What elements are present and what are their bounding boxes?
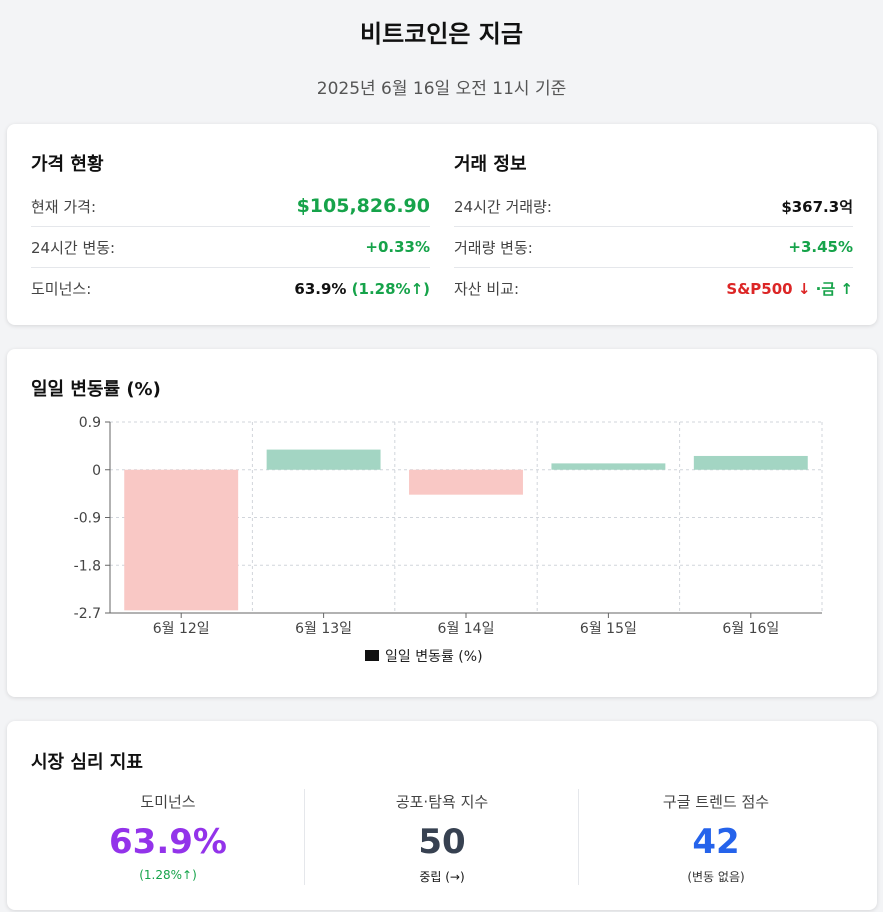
sp500-label: S&P500 (726, 280, 793, 298)
legend-swatch (365, 650, 379, 661)
y-tick-label: -0.9 (74, 511, 101, 527)
volume-24h-label: 24시간 거래량: (454, 197, 552, 216)
bar-4 (551, 463, 666, 470)
page-title: 비트코인은 지금 (360, 20, 523, 48)
metric-google-trends-label: 구글 트렌드 점수 (662, 793, 770, 811)
metric-fear-greed: 공포·탐욕 지수 50 중립 (→) (305, 791, 579, 885)
metric-google-trends: 구글 트렌드 점수 42 (변동 없음) (579, 791, 853, 885)
y-tick-label: -1.8 (74, 558, 101, 574)
metric-divider (578, 789, 579, 885)
bar-5 (693, 455, 808, 470)
volume-24h-value: $367.3억 (781, 197, 853, 216)
bar-1 (124, 469, 239, 611)
sentiment-title: 시장 심리 지표 (31, 752, 143, 773)
bar-2 (266, 449, 381, 470)
daily-change-chart: 0.9 0 -0.9 -1.8 -2.7 6월 12일 6월 13일 6월 14일 6월 15일… (74, 415, 823, 665)
current-price-row: 현재 가격: $105,826.90 (31, 186, 430, 227)
volume-change-row: 거래량 변동: +3.45% (454, 227, 853, 268)
x-tick-label: 6월 13일 (295, 621, 352, 637)
trade-info-title: 거래 정보 (454, 154, 527, 175)
y-tick-label: -2.7 (74, 606, 101, 622)
legend-label: 일일 변동률 (%) (385, 649, 483, 665)
x-tick-label: 6월 16일 (722, 621, 779, 637)
asset-compare-value: S&P500 ↓ ·금 ↑ (726, 278, 853, 299)
y-tick-label: 0 (92, 463, 101, 479)
dominance-change: (1.28%↑) (351, 279, 430, 298)
metric-dominance-label: 도미넌스 (140, 793, 196, 811)
page-subtitle: 2025년 6월 16일 오전 11시 기준 (316, 79, 567, 99)
metric-divider (304, 789, 305, 885)
volume-change-label: 거래량 변동: (454, 238, 533, 257)
change-24h-label: 24시간 변동: (31, 238, 116, 257)
metric-dominance-value: 63.9% (109, 822, 227, 862)
metric-google-trends-sub: (변동 없음) (687, 870, 745, 884)
dominance-value: 63.9% (294, 279, 347, 298)
asset-compare-label: 자산 비교: (454, 280, 520, 298)
volume-change-value: +3.45% (788, 238, 853, 256)
volume-24h-row: 24시간 거래량: $367.3억 (454, 186, 853, 227)
down-arrow-icon: ↓ (797, 280, 811, 298)
daily-change-card: 일일 변동률 (%) 0.9 0 -0.9 -1.8 -2.7 6월 12일 6월 13일 6… (7, 349, 877, 697)
x-tick-label: 6월 15일 (580, 621, 637, 637)
gold-label: 금 (821, 280, 836, 298)
metric-fear-greed-value: 50 (418, 822, 466, 862)
asset-separator: · (815, 280, 822, 298)
change-24h-value: +0.33% (365, 238, 430, 256)
asset-compare-row: 자산 비교: S&P500 ↓ ·금 ↑ (454, 268, 853, 309)
metric-fear-greed-sub: 중립 (→) (419, 870, 465, 884)
x-tick-label: 6월 12일 (153, 621, 210, 637)
sentiment-card: 시장 심리 지표 도미넌스 63.9% (1.28%↑) 공포·탐욕 지수 50… (7, 721, 877, 910)
y-tick-label: 0.9 (79, 415, 101, 431)
metric-google-trends-value: 42 (692, 822, 740, 862)
bar-3 (409, 469, 523, 495)
daily-change-title: 일일 변동률 (%) (31, 379, 161, 400)
metric-dominance-sub: (1.28%↑) (139, 868, 197, 882)
dominance-row: 도미넌스: 63.9% (1.28%↑) (31, 268, 430, 309)
price-status-title: 가격 현황 (31, 154, 104, 175)
current-price-label: 현재 가격: (31, 197, 97, 216)
price-trade-card: 가격 현황 현재 가격: $105,826.90 24시간 변동: +0.33%… (7, 124, 877, 325)
change-24h-row: 24시간 변동: +0.33% (31, 227, 430, 268)
dominance-value-group: 63.9% (1.28%↑) (294, 280, 430, 298)
dominance-label: 도미넌스: (31, 280, 92, 298)
x-tick-label: 6월 14일 (438, 621, 495, 637)
up-arrow-icon: ↑ (840, 280, 853, 298)
metric-dominance: 도미넌스 63.9% (1.28%↑) (31, 791, 305, 882)
current-price-value: $105,826.90 (296, 195, 430, 217)
metric-fear-greed-label: 공포·탐욕 지수 (395, 793, 489, 811)
